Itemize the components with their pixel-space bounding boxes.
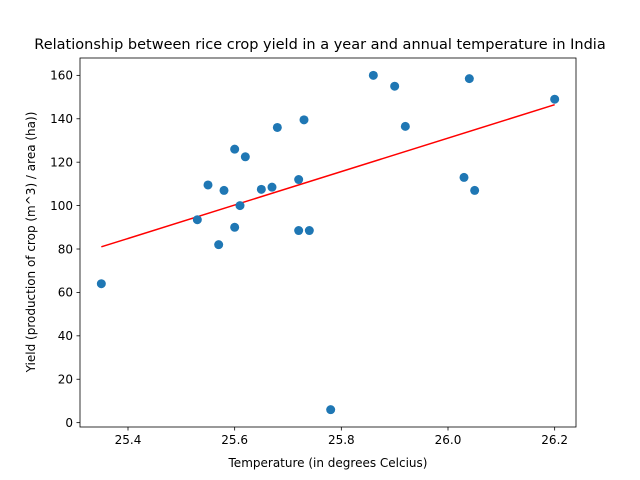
y-tick-label: 60 xyxy=(58,286,73,300)
y-tick-label: 140 xyxy=(50,112,73,126)
data-point xyxy=(390,81,400,91)
data-point xyxy=(203,180,213,190)
data-point xyxy=(230,222,240,232)
data-point xyxy=(400,121,410,131)
trend-line xyxy=(101,103,555,248)
data-point xyxy=(192,215,202,225)
data-point xyxy=(96,279,106,289)
data-point xyxy=(235,201,245,211)
data-point xyxy=(550,94,560,104)
data-point xyxy=(240,152,250,162)
x-tick-label: 25.4 xyxy=(115,433,142,447)
data-point xyxy=(256,184,266,194)
y-tick-label: 120 xyxy=(50,155,73,169)
x-tick-label: 26.0 xyxy=(435,433,462,447)
chart-title: Relationship between rice crop yield in … xyxy=(34,37,605,53)
data-point xyxy=(299,115,309,125)
data-point xyxy=(464,74,474,84)
y-tick-label: 20 xyxy=(58,373,73,387)
y-tick-label: 0 xyxy=(65,416,73,430)
data-point xyxy=(230,144,240,154)
x-tick-label: 26.2 xyxy=(541,433,568,447)
y-tick-label: 80 xyxy=(58,242,73,256)
plot-area: 25.4 25.6 25.8 26.0 26.2 0 20 40 60 80 100 120 140 16… xyxy=(50,57,577,447)
data-point xyxy=(304,226,314,236)
data-point xyxy=(459,172,469,182)
x-tick-label: 25.8 xyxy=(328,433,355,447)
y-tick-label: 160 xyxy=(50,69,73,83)
x-tick-label: 25.6 xyxy=(221,433,248,447)
data-point xyxy=(294,175,304,185)
y-tick-label: 40 xyxy=(58,329,73,343)
data-point xyxy=(326,405,336,415)
data-point xyxy=(294,226,304,236)
data-point xyxy=(214,240,224,250)
x-axis-label: Temperature (in degrees Celcius) xyxy=(228,456,428,470)
data-point xyxy=(368,70,378,80)
y-tick-label: 100 xyxy=(50,199,73,213)
data-point xyxy=(219,185,229,195)
plot-frame xyxy=(79,57,577,428)
y-axis-label: Yield (production of crop (m^3) / area (… xyxy=(24,112,38,374)
data-point xyxy=(470,185,480,195)
data-point xyxy=(272,122,282,132)
data-point xyxy=(267,182,277,192)
